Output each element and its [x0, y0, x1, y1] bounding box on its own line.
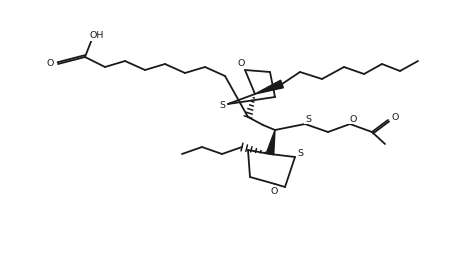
Text: O: O — [270, 188, 278, 196]
Text: O: O — [392, 113, 399, 123]
Text: O: O — [47, 59, 54, 68]
Polygon shape — [266, 130, 275, 155]
Text: S: S — [219, 101, 225, 111]
Text: S: S — [297, 150, 303, 159]
Text: OH: OH — [90, 31, 104, 41]
Text: O: O — [349, 114, 357, 123]
Polygon shape — [255, 80, 283, 94]
Text: S: S — [305, 114, 311, 123]
Text: O: O — [237, 58, 245, 68]
